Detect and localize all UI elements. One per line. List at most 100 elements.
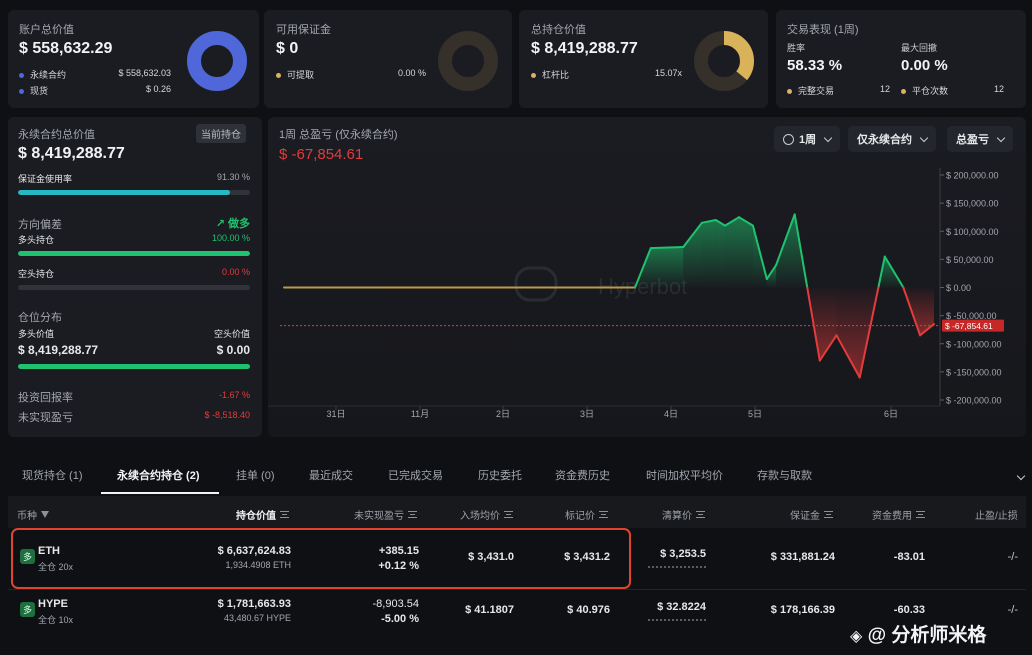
roi-label: 投资回报率 [18,392,73,404]
y-tick-label: $ -100,000.00 [946,339,1002,349]
position-qty: 43,480.67 HYPE [223,613,291,623]
distribution-label: 仓位分布 [18,312,62,324]
upnl-pct: -5.00 % [381,613,419,625]
row-divider [8,589,1026,590]
filter-icon[interactable] [41,511,49,518]
x-tick-label: 11月 [411,409,429,419]
liq-distance-bar [648,566,706,568]
leverage-item: 杠杆比 15.07x [531,68,682,81]
margin-usage-bar [18,190,250,195]
y-tick-label: $ 100,000.00 [946,227,999,237]
coin-name[interactable]: ETH [38,545,60,557]
profit-line [775,213,796,266]
profit-area [650,247,684,288]
th-upnl[interactable]: 未实现盈亏 [354,507,417,522]
tab-3[interactable]: 最近成交 [309,470,353,482]
pnl-chart: Hyperbot$ 200,000.00$ 150,000.00$ 100,00… [268,168,1004,419]
x-tick-label: 4日 [664,409,678,419]
metric-select[interactable]: 总盈亏 [947,126,1013,152]
th-entry[interactable]: 入场均价 [460,507,513,522]
tab-0[interactable]: 现货持仓 (1) [22,470,83,482]
mark-price: $ 40.976 [567,604,610,616]
position-value-label: 总持仓价值 [531,24,586,36]
position-qty: 1,934.4908 ETH [225,560,291,570]
upnl-value: $ -8,518.40 [204,410,250,420]
long-value-label: 多头价值 [18,329,55,339]
th-funding[interactable]: 资金费用 [872,507,925,522]
entry-price: $ 41.1807 [465,604,514,616]
y-tick-label: $ -150,000.00 [946,367,1002,377]
position-value: $ 6,637,624.83 [217,545,291,557]
tpsl[interactable]: -/- [1007,604,1018,616]
profit-line [883,255,905,289]
perp-panel: 永续合约总价值 当前持仓 $ 8,419,288.77 保证金使用率 91.30… [8,117,262,437]
current-position-tag[interactable]: 当前持仓 [196,124,246,143]
loss-line [858,286,880,379]
account-value-label: 账户总价值 [19,24,74,36]
margin-donut [438,31,498,91]
th-position-value[interactable]: 持仓价值 [236,507,289,522]
th-coin[interactable]: 币种 [17,507,49,522]
diamond-icon: ◈ [850,628,863,645]
long-badge: 多 [20,549,35,564]
coin-name[interactable]: HYPE [38,598,68,610]
margin-card: 可用保证金 $ 0 可提取 0.00 % [264,10,512,108]
upnl: +385.15 [378,545,419,557]
profit-area [715,220,726,288]
position-value: $ 1,781,663.93 [217,598,291,610]
margin: $ 178,166.39 [770,604,835,616]
sort-icon [824,511,833,518]
short-label: 空头持仓 [18,269,55,279]
profit-area [701,220,716,288]
hyperbot-logo [514,266,558,302]
account-donut [187,31,247,91]
tab-2[interactable]: 挂单 (0) [236,470,275,482]
funding: -83.01 [893,551,925,563]
tab-4[interactable]: 已完成交易 [388,470,443,482]
short-pct: 0.00 % [221,267,250,277]
sort-icon [408,511,417,518]
tab-7[interactable]: 时间加权平均价 [646,470,723,482]
sort-icon [599,511,608,518]
tab-8[interactable]: 存款与取款 [757,470,812,482]
account-value-card: 账户总价值 $ 558,632.29 永续合约 $ 558,632.03 现货 … [8,10,259,108]
long-label: 多头持仓 [18,235,55,245]
margin-value: $ 0 [276,40,299,57]
coin-mode: 全仓 20x [38,562,74,572]
drawdown: 0.00 % [901,57,948,74]
highlight-box [11,528,631,589]
perp-value: $ 8,419,288.77 [18,145,125,162]
close-count: 平仓次数 12 [901,84,1004,97]
profit-line [714,219,727,227]
liq-price: $ 3,253.5 [660,548,706,560]
tpsl[interactable]: -/- [1007,551,1018,563]
upnl-label: 未实现盈亏 [18,412,73,424]
tab-1[interactable]: 永续合约持仓 (2) [117,470,200,482]
chevron-down-icon [996,133,1006,142]
coin-mode: 全仓 10x [38,615,74,625]
funding: -60.33 [893,604,925,616]
roi-value: -1.67 % [218,390,250,400]
tab-5[interactable]: 历史委托 [478,470,522,482]
period-select[interactable]: 1周 [774,126,841,152]
margin-usage-value: 91.30 % [216,172,250,182]
sort-icon [504,511,513,518]
th-liq[interactable]: 清算价 [662,507,705,522]
scope-select[interactable]: 仅永续合约 [848,126,936,152]
y-tick-label: $ 200,000.00 [946,171,999,181]
table-header [8,496,1026,528]
author-watermark: ◈ @ 分析师米格 [850,625,987,646]
loss-line [806,286,821,362]
win-rate: 58.33 % [787,57,843,74]
th-margin[interactable]: 保证金 [790,507,833,522]
tab-6[interactable]: 资金费历史 [555,470,610,482]
loss-area [836,287,860,378]
chevron-down-icon[interactable] [1014,470,1026,482]
x-tick-label: 6日 [884,409,898,419]
liq-distance-bar [648,619,706,621]
entry-price: $ 3,431.0 [468,551,514,563]
chevron-down-icon [919,133,929,142]
profit-area [683,222,702,288]
upnl-pct: +0.12 % [378,560,419,572]
th-mark[interactable]: 标记价 [565,507,608,522]
